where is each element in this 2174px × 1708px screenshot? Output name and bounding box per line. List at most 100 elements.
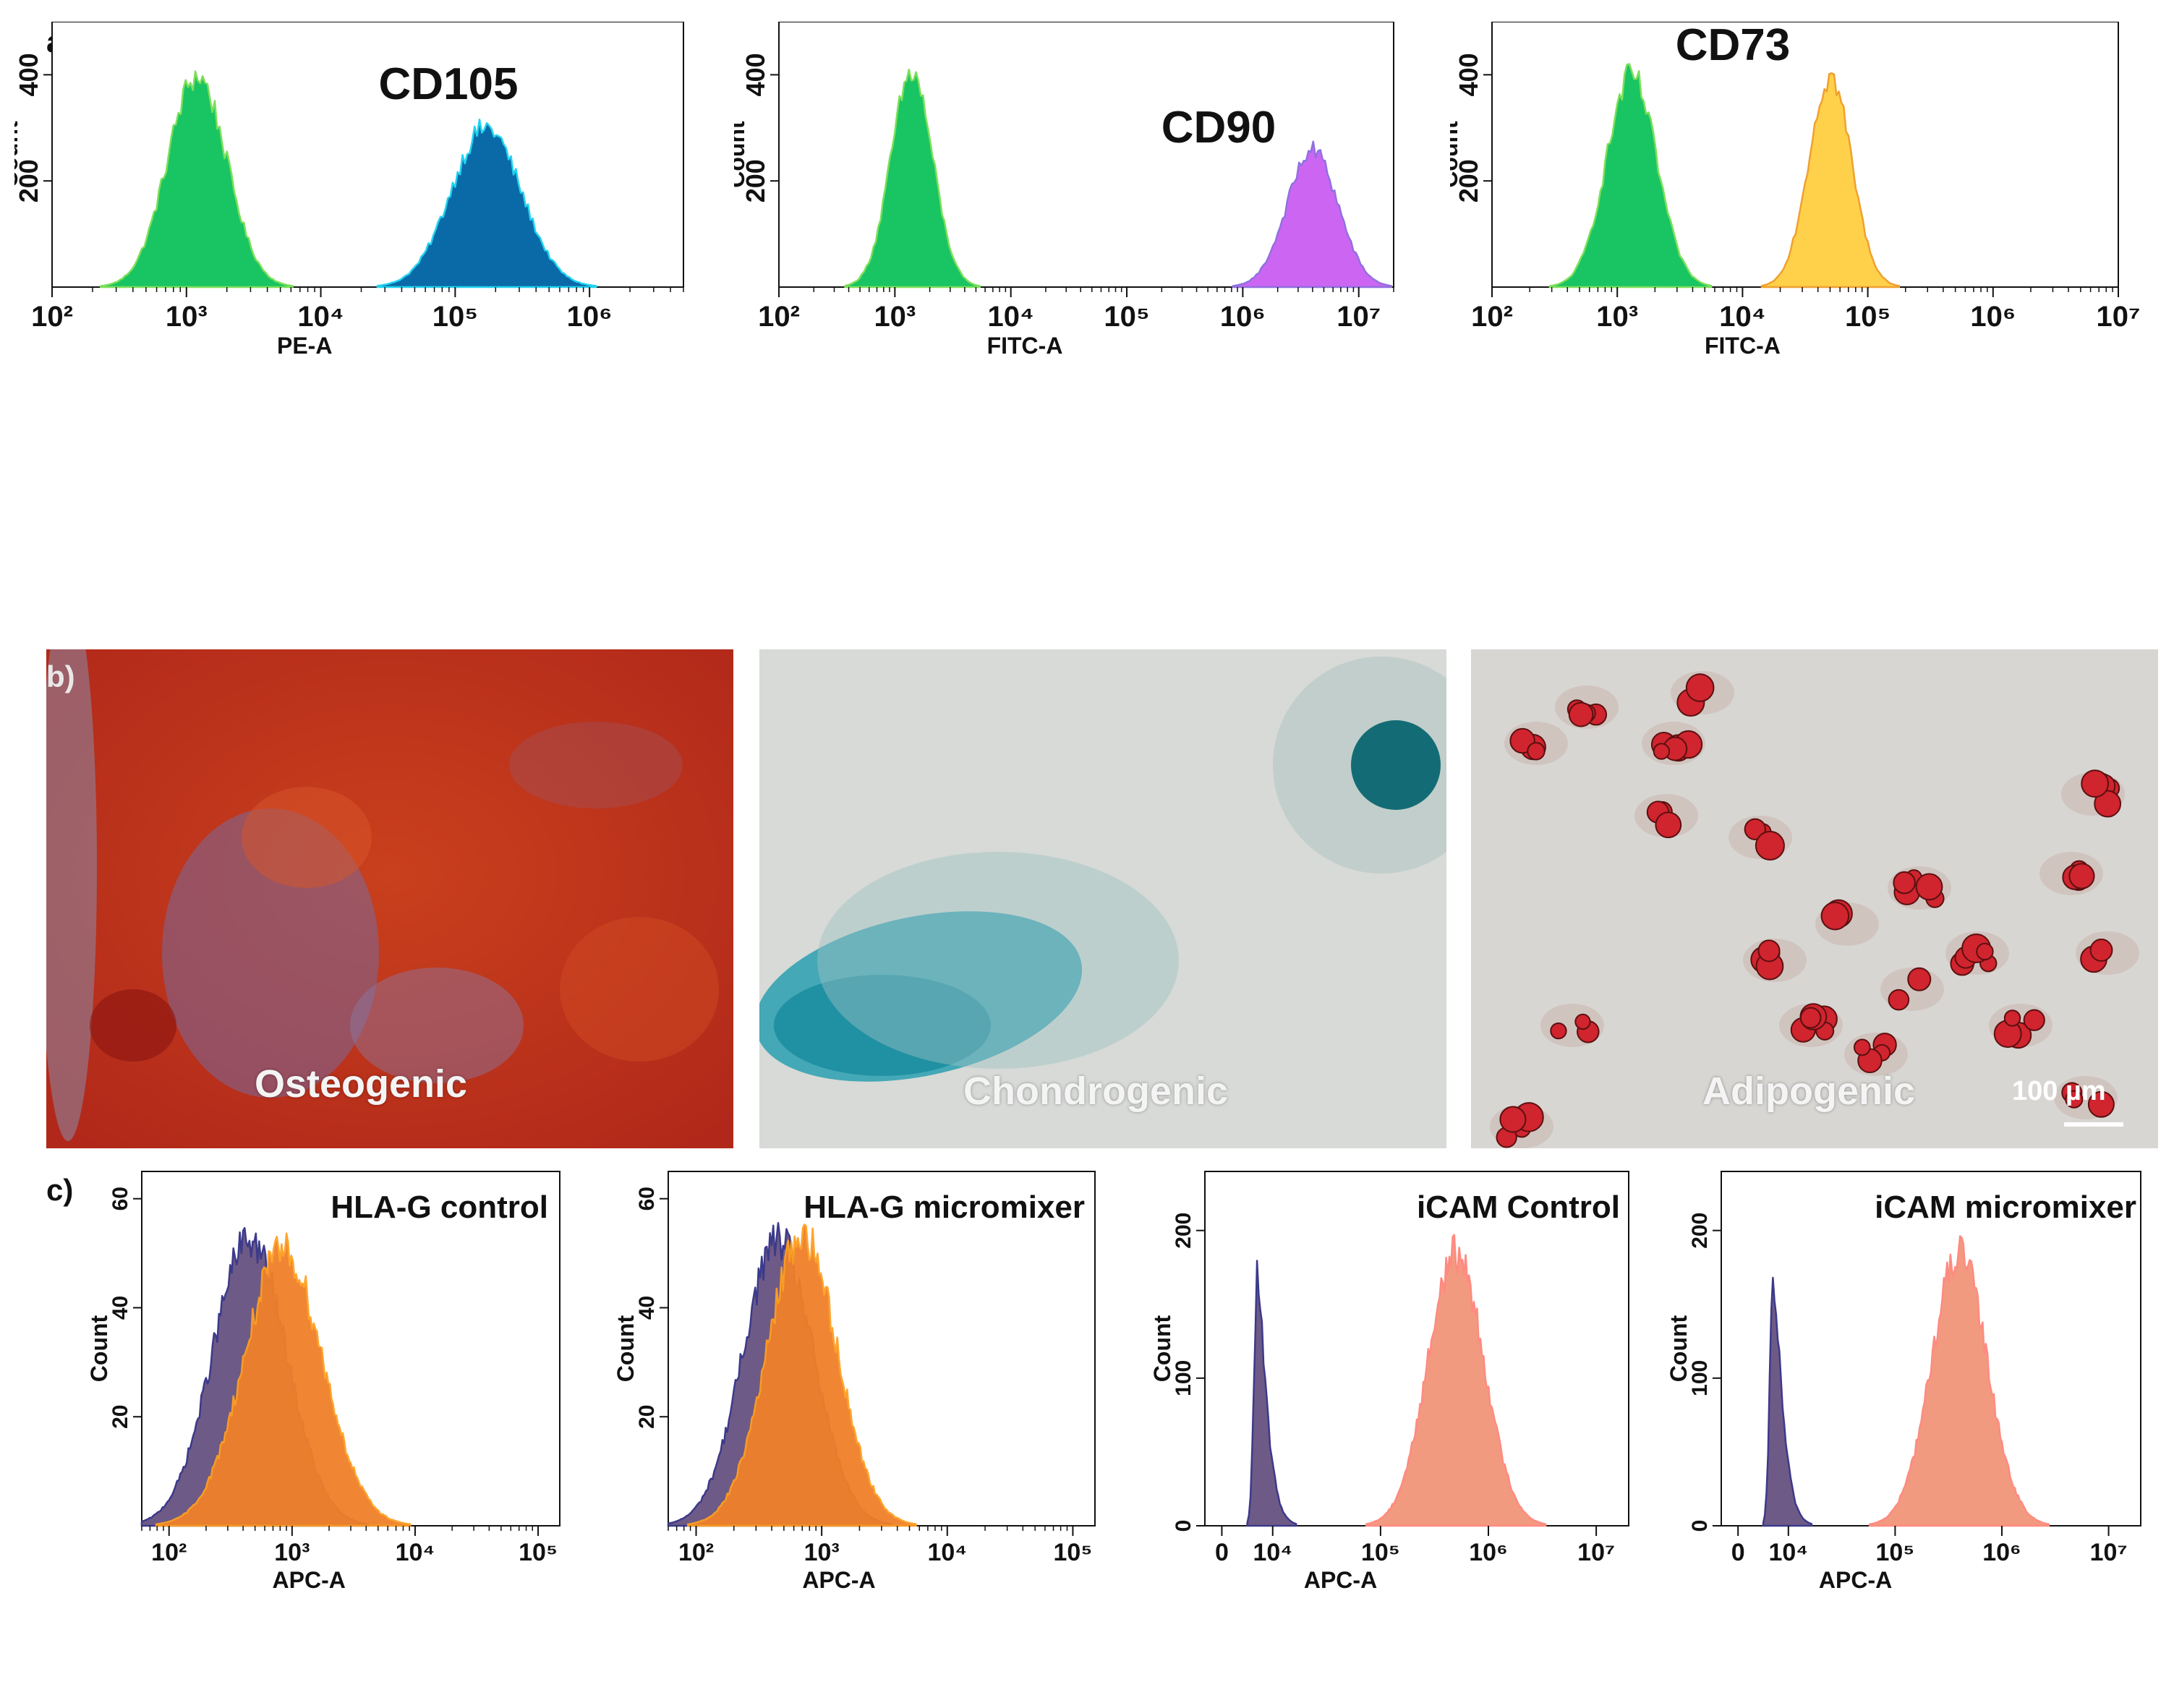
micrograph-chondrogenic: Chondrogenic — [759, 649, 1446, 1148]
y-tick-label: 200 — [1688, 1213, 1712, 1249]
x-tick-label: 10² — [1471, 301, 1513, 333]
y-axis-label: Count — [14, 121, 22, 188]
chart-title: CD105 — [379, 59, 519, 109]
histogram-series-green — [1548, 63, 1713, 289]
y-axis-label: Count — [613, 1315, 639, 1382]
x-tick-label: 10² — [151, 1539, 187, 1566]
histogram-hla-g-micromixer: 10² 10³ 10⁴ 10⁵ 20 40 60 APC-A Count HLA-G microm… — [613, 1171, 1096, 1593]
lipid-cell — [1490, 1102, 1553, 1148]
lipid-cell — [1815, 899, 1879, 946]
chart-title: CD73 — [1676, 22, 1791, 70]
chart-title: HLA-G control — [331, 1190, 548, 1225]
x-tick-label: 10² — [758, 301, 800, 333]
x-tick-label: 10⁴ — [988, 301, 1034, 333]
lipid-cell — [2039, 852, 2103, 895]
micrograph-caption: Adipogenic — [1702, 1069, 1915, 1113]
lipid-cell — [1540, 1004, 1604, 1047]
y-tick-label: 400 — [14, 53, 43, 96]
y-tick-label: 400 — [1454, 53, 1483, 96]
histogram-series-yellow — [1760, 72, 1901, 289]
panel-label-c: c) — [46, 1173, 74, 1207]
x-tick-label: 10⁷ — [2097, 301, 2141, 333]
x-tick-label: 10⁶ — [1970, 301, 2016, 333]
y-tick-label: 200 — [1172, 1213, 1195, 1249]
histogram-cd73: 10² 10³ 10⁴ 10⁵ 10⁶ 10⁷ 200 400 FITC-A Count CD73 — [1450, 22, 2141, 359]
x-tick-label: 10⁵ — [1875, 1539, 1914, 1566]
scale-bar-label: 100 µm — [2012, 1076, 2106, 1106]
x-tick-label: 10⁶ — [1220, 301, 1266, 333]
lipid-cell — [1634, 794, 1698, 839]
y-tick-label: 0 — [1688, 1520, 1712, 1532]
histogram-series-green — [99, 70, 294, 289]
x-axis-label: APC-A — [273, 1567, 346, 1593]
x-tick-label: 10⁷ — [1577, 1539, 1615, 1566]
x-tick-label: 0 — [1731, 1539, 1745, 1566]
x-tick-label: 10⁶ — [567, 301, 613, 333]
x-tick-label: 10⁶ — [1469, 1539, 1507, 1566]
y-tick-label: 60 — [635, 1187, 659, 1210]
x-tick-label: 10³ — [166, 301, 208, 333]
adipogenic-stain-image — [1471, 649, 2158, 1148]
histogram-series-purple — [1246, 1260, 1297, 1527]
lipid-cell — [1671, 671, 1734, 717]
x-tick-label: 10² — [31, 301, 73, 333]
lipid-cell — [1888, 866, 1951, 910]
lipid-cell — [2076, 931, 2139, 975]
lipid-cell — [1743, 939, 1807, 982]
x-tick-label: 10³ — [274, 1539, 310, 1566]
y-axis-label: Count — [734, 121, 749, 188]
histogram-series-orange — [686, 1224, 917, 1527]
panel-label-b: b) — [46, 659, 75, 693]
x-axis-label: FITC-A — [1705, 333, 1781, 359]
x-tick-label: 10⁵ — [1845, 301, 1890, 333]
lipid-cell — [1844, 1033, 1908, 1076]
x-tick-label: 10⁵ — [519, 1539, 558, 1566]
y-axis-label: Count — [86, 1315, 112, 1382]
y-axis-label: Count — [1666, 1315, 1692, 1382]
y-axis-label: Count — [1149, 1315, 1175, 1382]
y-tick-label: 200 — [741, 159, 770, 202]
x-tick-label: 10⁴ — [297, 301, 344, 333]
x-tick-label: 10⁴ — [927, 1539, 967, 1566]
lipid-cell — [1989, 1004, 2052, 1049]
x-axis-label: PE-A — [277, 333, 332, 359]
lipid-cell — [1880, 967, 1944, 1011]
chondrogenic-stain-image — [759, 649, 1446, 1148]
scale-bar — [2064, 1122, 2123, 1127]
histogram-series-blue — [376, 118, 597, 289]
chart-title: CD90 — [1161, 103, 1276, 153]
histogram-series-salmon — [1868, 1235, 2050, 1527]
x-tick-label: 10⁴ — [1253, 1539, 1292, 1566]
histogram-hla-g-control: 10² 10³ 10⁴ 10⁵ 20 40 60 APC-A Count HLA-G contro… — [86, 1171, 560, 1593]
y-tick-label: 200 — [14, 159, 43, 202]
lipid-cell — [2054, 1076, 2118, 1119]
x-tick-label: 10⁴ — [1768, 1539, 1808, 1566]
y-tick-label: 60 — [108, 1187, 132, 1210]
y-tick-label: 20 — [635, 1405, 659, 1429]
chart-title: HLA-G micromixer — [803, 1190, 1085, 1225]
x-tick-label: 10⁵ — [1104, 301, 1149, 333]
histogram-series-magenta — [1232, 140, 1392, 289]
x-tick-label: 0 — [1215, 1539, 1229, 1566]
osteogenic-stain-image — [46, 649, 733, 1148]
histogram-series-salmon — [1365, 1234, 1547, 1527]
micrograph-osteogenic: Osteogenic — [46, 649, 733, 1148]
x-axis-label: APC-A — [1819, 1567, 1892, 1593]
x-tick-label: 10⁴ — [1719, 301, 1765, 333]
x-tick-label: 10⁷ — [1337, 301, 1381, 333]
lipid-cell — [1779, 1003, 1843, 1047]
x-tick-label: 10⁶ — [1982, 1539, 2021, 1566]
x-axis-label: FITC-A — [987, 333, 1063, 359]
x-tick-label: 10⁵ — [1361, 1539, 1400, 1566]
histogram-series-green — [844, 68, 981, 289]
x-tick-label: 10⁵ — [1054, 1539, 1093, 1566]
histogram-icam-micromixer: 0 10⁴ 10⁵ 10⁶ 10⁷ 0 100 200 APC-A Count iCAM micro… — [1666, 1171, 2141, 1593]
x-tick-label: 10³ — [804, 1539, 840, 1566]
chart-title: iCAM Control — [1417, 1190, 1620, 1225]
y-tick-label: 100 — [1172, 1360, 1195, 1396]
y-tick-label: 200 — [1454, 159, 1483, 202]
y-tick-label: 100 — [1688, 1360, 1712, 1396]
x-axis-label: APC-A — [1304, 1567, 1377, 1593]
x-tick-label: 10⁵ — [432, 301, 478, 333]
